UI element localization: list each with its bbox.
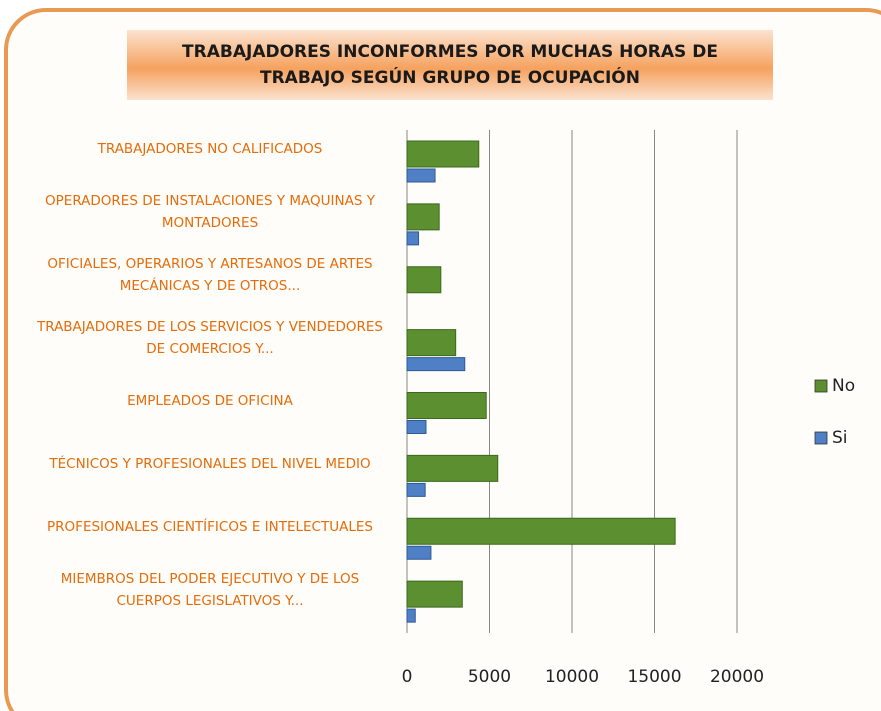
bar bbox=[406, 608, 416, 623]
bar bbox=[406, 545, 432, 560]
bar bbox=[406, 329, 457, 357]
x-tick-label: 10000 bbox=[545, 667, 599, 687]
x-tick-label: 15000 bbox=[627, 667, 681, 687]
bar bbox=[406, 266, 442, 294]
bar bbox=[406, 231, 420, 246]
legend-swatch bbox=[814, 379, 828, 393]
bar bbox=[406, 203, 440, 231]
y-tick-label: OPERADORES DE INSTALACIONES Y MAQUINAS Y… bbox=[45, 193, 375, 232]
legend-label: Si bbox=[832, 428, 848, 448]
bar bbox=[406, 420, 427, 434]
x-tick-label: 20000 bbox=[710, 667, 764, 687]
bar bbox=[406, 517, 676, 545]
bar bbox=[406, 454, 499, 482]
legend-label: No bbox=[832, 376, 855, 396]
y-tick-label: TRABAJADORES DE LOS SERVICIOS Y VENDEDOR… bbox=[36, 319, 383, 358]
bar bbox=[406, 482, 426, 497]
y-tick-label: MIEMBROS DEL PODER EJECUTIVO Y DE LOS CU… bbox=[60, 570, 360, 609]
bar bbox=[406, 168, 436, 183]
y-tick-label: TRABAJADORES NO CALIFICADOS bbox=[97, 141, 323, 158]
bar bbox=[406, 140, 480, 168]
x-tick-label: 0 bbox=[402, 667, 413, 687]
chart-title: TRABAJADORES INCONFORMES POR MUCHAS HORA… bbox=[127, 30, 773, 100]
x-tick-label: 5000 bbox=[468, 667, 511, 687]
y-tick-label: PROFESIONALES CIENTÍFICOS E INTELECTUALE… bbox=[47, 518, 373, 535]
bar bbox=[406, 580, 463, 608]
bar bbox=[406, 392, 487, 419]
y-tick-label: EMPLEADOS DE OFICINA bbox=[127, 392, 293, 409]
bar bbox=[406, 357, 466, 372]
y-tick-label: OFICIALES, OPERARIOS Y ARTESANOS DE ARTE… bbox=[47, 256, 373, 295]
y-tick-label: TÉCNICOS Y PROFESIONALES DEL NIVEL MEDIO bbox=[49, 455, 371, 472]
legend-swatch bbox=[814, 431, 828, 445]
